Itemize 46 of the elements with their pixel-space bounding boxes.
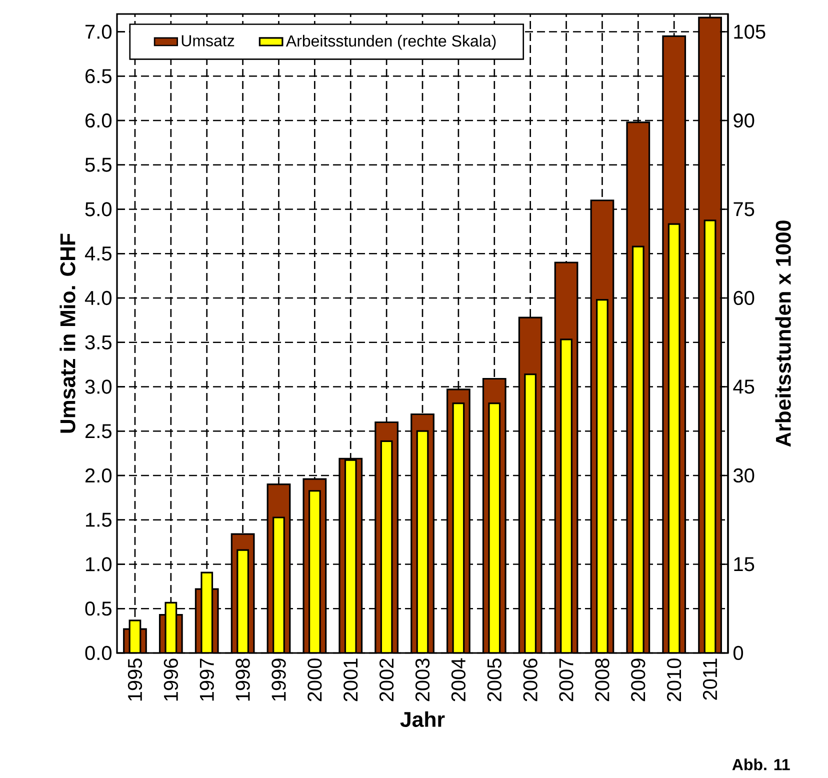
y2-tick-label: 0	[733, 646, 744, 660]
y-tick-label: 0.0	[85, 646, 112, 660]
y2-tick-label: 15	[734, 557, 754, 572]
x-tick-label: 1996	[164, 658, 178, 701]
x-tick-label: 2010	[667, 658, 682, 702]
y-tick-label: 2.0	[86, 468, 112, 483]
y2-tick-label: 90	[734, 113, 754, 128]
x-tick-label: 1999	[272, 658, 286, 701]
x-tick-label: 2000	[308, 658, 322, 702]
x-tick-label: 2001	[344, 658, 358, 702]
y-tick-label: 1.0	[86, 557, 112, 572]
x-tick-label: 2002	[379, 658, 394, 702]
x-tick-label: 2008	[595, 658, 610, 702]
y2-tick-label: 30	[733, 468, 754, 483]
legend-label: Arbeitsstunden (rechte Skala)	[286, 34, 496, 50]
x-tick-label: 2011	[702, 658, 718, 700]
y-tick-label: 4.5	[84, 246, 112, 261]
y2-tick-label: 45	[733, 380, 754, 394]
legend-label: Umsatz	[182, 35, 234, 46]
x-tick-label: 2009	[631, 658, 646, 702]
x-tick-label: 1995	[128, 658, 142, 701]
x-tick-label: 2006	[523, 658, 538, 702]
x-axis-title: Jahr	[400, 711, 445, 728]
y2-axis-title: Arbeitsstunden x 1000	[775, 220, 791, 447]
y-tick-label: 5.0	[85, 202, 112, 216]
y-tick-label: 0.5	[85, 602, 112, 616]
x-tick-label: 2005	[487, 658, 502, 702]
y-axis-title: Umsatz in Mio. CHF	[60, 234, 76, 433]
y2-tick-label: 105	[734, 24, 766, 39]
y2-tick-label: 60	[734, 290, 754, 306]
y-tick-label: 1.5	[86, 512, 112, 527]
y-tick-label: 6.5	[86, 69, 112, 84]
x-tick-label: 1997	[200, 658, 214, 701]
x-tick-label: 2007	[559, 658, 574, 702]
x-tick-label: 1998	[236, 658, 250, 701]
caption: Abb. 11	[732, 758, 790, 770]
y-tick-label: 2.5	[86, 424, 112, 438]
y2-tick-label: 75	[734, 202, 754, 216]
y-tick-label: 7.0	[86, 24, 112, 39]
x-tick-label: 2003	[415, 658, 430, 702]
y-tick-label: 5.5	[85, 158, 112, 172]
y-tick-label: 3.5	[85, 335, 112, 350]
y-tick-label: 3.0	[85, 380, 112, 394]
y-tick-label: 4.0	[84, 290, 112, 306]
x-tick-label: 2004	[451, 658, 466, 702]
y-tick-label: 6.0	[86, 113, 112, 128]
